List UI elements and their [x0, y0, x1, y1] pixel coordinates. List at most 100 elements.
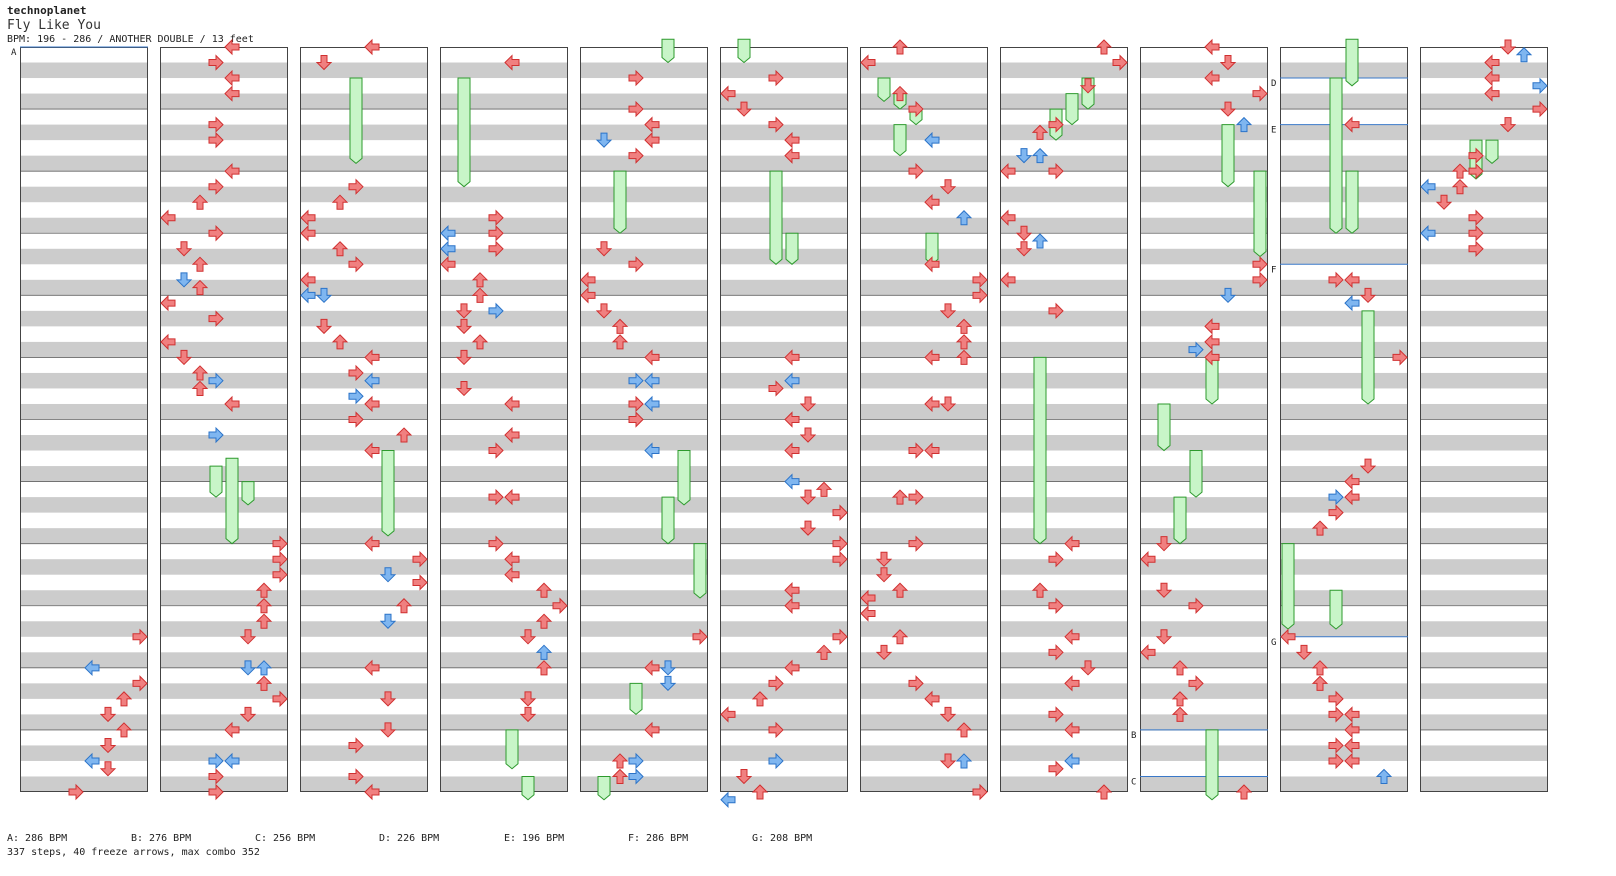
- beat-band: [160, 124, 288, 141]
- beat-band: [1140, 341, 1268, 358]
- step-arrow-icon: [1064, 675, 1080, 692]
- step-arrow-icon: [939, 753, 957, 769]
- beat-band: [20, 776, 148, 792]
- beat-band: [160, 590, 288, 606]
- beat-band: [440, 497, 568, 513]
- step-arrow-icon: [1499, 39, 1517, 55]
- step-arrow-icon: [644, 372, 660, 389]
- beat-band: [160, 279, 288, 296]
- bpm-legend-e: E: 196 BPM: [504, 833, 565, 844]
- beat-band: [440, 590, 568, 606]
- freeze-arrow: [925, 232, 939, 265]
- step-arrow-icon: [255, 660, 273, 676]
- step-arrow-icon: [784, 411, 800, 428]
- beat-band: [1000, 403, 1128, 420]
- step-arrow-icon: [255, 598, 273, 614]
- step-arrow-icon: [860, 605, 876, 622]
- beat-band: [300, 248, 428, 265]
- beat-band: [860, 186, 988, 203]
- step-arrow-icon: [784, 349, 800, 366]
- step-arrow-icon: [224, 162, 240, 180]
- step-arrow-icon: [364, 783, 380, 801]
- step-arrow-icon: [768, 721, 784, 739]
- beat-band: [300, 62, 428, 79]
- song-title: Fly Like You: [7, 18, 101, 33]
- step-arrow-icon: [348, 178, 364, 195]
- beat-band: [160, 155, 288, 172]
- beat-band: [720, 341, 848, 358]
- beat-band: [1420, 559, 1548, 575]
- step-arrow-icon: [1359, 458, 1377, 474]
- step-arrow-icon: [659, 660, 677, 676]
- step-arrow-icon: [1468, 240, 1484, 257]
- step-arrow-icon: [175, 349, 193, 366]
- step-arrow-icon: [891, 582, 909, 598]
- beat-band: [1420, 62, 1548, 79]
- beat-band: [1000, 279, 1128, 296]
- beat-band: [440, 745, 568, 761]
- step-arrow-icon: [1311, 675, 1329, 691]
- step-arrow-icon: [224, 69, 240, 87]
- beat-band: [440, 559, 568, 575]
- step-arrow-icon: [908, 488, 924, 506]
- beat-band: [1000, 590, 1128, 606]
- freeze-arrow: [785, 232, 799, 265]
- bpm-legend-g: G: 208 BPM: [752, 833, 813, 844]
- step-arrow-icon: [1344, 116, 1360, 133]
- freeze-arrow: [1189, 450, 1203, 498]
- step-arrow-icon: [255, 675, 273, 691]
- beat-band: [1140, 683, 1268, 699]
- beat-band: [1280, 497, 1408, 513]
- beat-band: [1000, 186, 1128, 203]
- beat-band: [1280, 62, 1408, 79]
- column-border: [1140, 47, 1268, 792]
- step-arrow-icon: [955, 334, 973, 350]
- beat-band: [860, 279, 988, 296]
- step-arrow-icon: [1155, 629, 1173, 645]
- beat-band: [20, 714, 148, 730]
- freeze-arrow: [1033, 356, 1047, 545]
- step-arrow-icon: [1219, 55, 1237, 71]
- step-arrow-icon: [1048, 706, 1064, 723]
- step-arrow-icon: [939, 706, 957, 723]
- step-arrow-icon: [504, 566, 520, 583]
- step-arrow-icon: [1204, 38, 1220, 56]
- beat-band: [1140, 776, 1268, 792]
- step-arrow-icon: [955, 349, 973, 365]
- bpm-marker-label: F: [1271, 265, 1276, 275]
- step-arrow-icon: [924, 194, 940, 211]
- step-arrow-icon: [644, 131, 660, 149]
- freeze-arrow: [349, 77, 363, 165]
- beat-band: [720, 62, 848, 79]
- beat-band: [1000, 621, 1128, 637]
- step-arrow-icon: [799, 396, 817, 412]
- step-arrow-icon: [875, 644, 893, 661]
- step-arrow-icon: [224, 395, 240, 413]
- beat-band: [720, 372, 848, 389]
- step-arrow-icon: [908, 100, 924, 118]
- step-arrow-icon: [1328, 504, 1344, 521]
- measure-column: [300, 47, 428, 792]
- step-arrow-icon: [784, 131, 800, 149]
- beat-band: [300, 186, 428, 203]
- step-arrow-icon: [1375, 768, 1393, 784]
- step-arrow-icon: [1031, 124, 1049, 140]
- beat-band: [1140, 621, 1268, 637]
- freeze-arrow: [1253, 170, 1267, 258]
- step-arrow-icon: [1000, 162, 1016, 180]
- beat-band: [1140, 403, 1268, 420]
- beat-band: [440, 310, 568, 327]
- beat-band: [1140, 310, 1268, 327]
- beat-band: [440, 217, 568, 234]
- step-arrow-icon: [1344, 721, 1360, 739]
- beat-band: [20, 745, 148, 761]
- step-arrow-icon: [331, 334, 349, 350]
- beat-band: [1000, 714, 1128, 730]
- beat-band: [860, 528, 988, 544]
- step-arrow-icon: [1140, 644, 1156, 661]
- step-arrow-icon: [99, 737, 117, 754]
- step-arrow-icon: [628, 147, 644, 164]
- step-arrow-icon: [628, 768, 644, 785]
- beat-band: [1280, 155, 1408, 172]
- freeze-arrow: [769, 170, 783, 265]
